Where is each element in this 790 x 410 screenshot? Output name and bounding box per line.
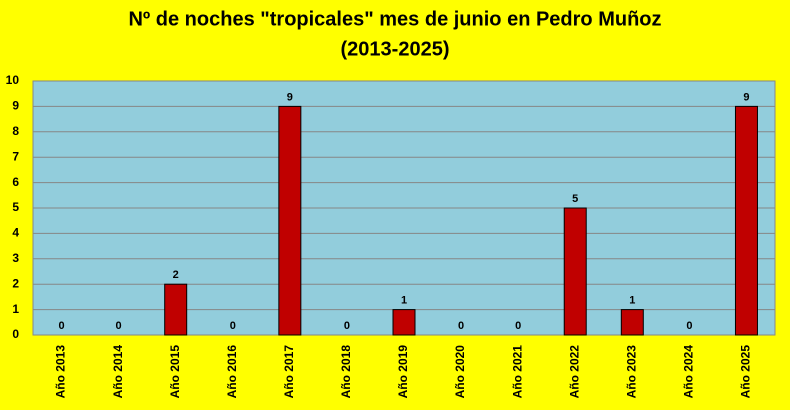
bar — [164, 283, 188, 336]
x-tick-label: Año 2022 — [567, 345, 581, 399]
x-tick-label: Año 2018 — [339, 345, 353, 399]
bar — [563, 207, 587, 336]
data-label: 1 — [629, 295, 635, 307]
data-label: 9 — [287, 91, 293, 103]
y-tick-label: 6 — [12, 175, 19, 189]
data-label: 0 — [515, 320, 521, 332]
chart-title: Nº de noches "tropicales" mes de junio e… — [128, 8, 661, 30]
data-label: 5 — [572, 193, 578, 205]
data-label: 0 — [58, 320, 64, 332]
data-label: 9 — [743, 91, 749, 103]
y-tick-label: 7 — [12, 149, 19, 163]
x-tick-label: Año 2013 — [54, 345, 68, 399]
x-tick-label: Año 2024 — [682, 345, 696, 399]
x-tick-label: Año 2017 — [282, 345, 296, 399]
x-tick-label: Año 2021 — [510, 345, 524, 399]
data-label: 0 — [686, 320, 692, 332]
x-tick-label: Año 2014 — [111, 345, 125, 399]
x-tick-label: Año 2023 — [624, 345, 638, 399]
bar — [392, 309, 416, 336]
x-tick-label: Año 2025 — [739, 345, 753, 399]
y-tick-label: 9 — [12, 99, 19, 113]
y-tick-label: 4 — [12, 226, 19, 240]
y-tick-label: 8 — [12, 124, 19, 138]
y-tick-label: 3 — [12, 251, 19, 265]
data-label: 0 — [230, 320, 236, 332]
y-tick-label: 5 — [12, 200, 19, 214]
y-tick-label: 0 — [12, 327, 19, 341]
y-tick-label: 2 — [12, 276, 19, 290]
bar — [620, 309, 644, 336]
y-tick-label: 1 — [12, 302, 19, 316]
bar — [734, 105, 758, 336]
data-label: 2 — [173, 269, 179, 281]
data-label: 0 — [344, 320, 350, 332]
data-label: 0 — [458, 320, 464, 332]
y-tick-label: 10 — [6, 73, 20, 87]
data-label: 1 — [401, 295, 407, 307]
x-tick-label: Año 2019 — [396, 345, 410, 399]
x-tick-label: Año 2020 — [453, 345, 467, 399]
bar — [278, 105, 302, 336]
chart-subtitle: (2013-2025) — [341, 38, 450, 60]
data-label: 0 — [116, 320, 122, 332]
x-tick-label: Año 2016 — [225, 345, 239, 399]
x-tick-label: Año 2015 — [168, 345, 182, 399]
